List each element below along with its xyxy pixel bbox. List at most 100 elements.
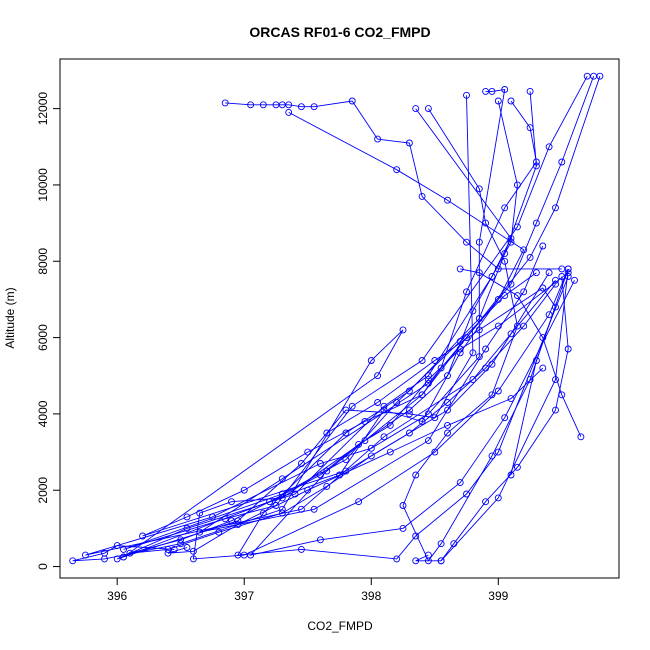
data-point	[482, 364, 490, 372]
data-point	[164, 545, 172, 553]
data-point	[424, 105, 432, 113]
series-line	[123, 75, 588, 550]
y-tick-label: 4000	[36, 400, 50, 427]
series-layer	[69, 72, 604, 565]
data-point	[386, 448, 394, 456]
series-line	[326, 287, 556, 476]
series-line	[192, 100, 569, 560]
data-point	[304, 486, 312, 494]
data-point	[316, 460, 324, 467]
series-line	[167, 367, 544, 554]
data-point	[456, 479, 464, 487]
data-point	[323, 429, 331, 437]
data-point	[475, 326, 483, 334]
data-point	[501, 204, 509, 212]
x-tick-label: 397	[234, 589, 254, 603]
data-point	[564, 269, 572, 277]
data-point	[278, 475, 286, 483]
data-point	[596, 72, 604, 80]
data-point	[304, 448, 312, 456]
data-point	[507, 471, 515, 479]
chart-title: ORCAS RF01-6 CO2_FMPD	[249, 24, 430, 40]
data-point	[564, 345, 572, 353]
x-tick-label: 398	[361, 589, 381, 603]
data-point	[272, 502, 280, 509]
data-point	[310, 103, 318, 111]
data-point	[113, 555, 121, 563]
data-point	[316, 536, 324, 544]
data-point	[412, 532, 420, 540]
series-8	[234, 87, 572, 563]
series-15	[412, 273, 572, 565]
data-point	[501, 86, 509, 93]
data-point	[399, 524, 407, 532]
data-point	[482, 498, 490, 506]
data-point	[488, 273, 496, 280]
data-point	[405, 410, 413, 418]
data-point	[418, 357, 426, 364]
series-16	[164, 364, 547, 557]
data-point	[189, 555, 197, 563]
x-axis: 396 397 398 399	[107, 577, 509, 603]
data-point	[183, 544, 191, 551]
y-tick-label: 2000	[36, 477, 50, 504]
data-point	[196, 528, 204, 536]
data-point	[418, 418, 426, 425]
series-line	[225, 100, 562, 270]
y-axis-label: Altitude (m)	[3, 287, 17, 348]
data-point	[361, 418, 369, 425]
data-point	[520, 322, 528, 330]
data-point	[494, 448, 502, 456]
y-tick-label: 0	[36, 563, 50, 570]
data-point	[513, 292, 521, 300]
data-point	[81, 551, 89, 559]
data-point	[405, 387, 413, 395]
series-line	[249, 100, 575, 556]
data-point	[463, 288, 470, 296]
data-point	[278, 505, 286, 513]
data-point	[444, 406, 451, 414]
y-axis: 0 2000 4000 6000 8000 10000 12000	[36, 92, 61, 570]
data-point	[501, 292, 509, 300]
data-point	[215, 528, 223, 536]
data-point	[297, 545, 305, 553]
data-point	[539, 334, 547, 342]
data-point	[552, 204, 559, 212]
data-point	[507, 330, 515, 338]
data-point	[532, 219, 540, 227]
data-point	[507, 238, 515, 246]
data-point	[412, 105, 420, 113]
data-point	[291, 490, 299, 498]
data-point	[120, 545, 127, 553]
data-point	[469, 307, 477, 315]
data-point	[342, 456, 350, 464]
data-point	[234, 521, 242, 529]
data-point	[424, 551, 432, 559]
data-point	[463, 490, 470, 498]
data-point	[552, 280, 559, 288]
data-point	[367, 444, 375, 452]
data-point	[189, 547, 197, 555]
data-point	[507, 395, 515, 403]
data-point	[507, 97, 515, 105]
data-point	[475, 238, 483, 246]
data-point	[431, 414, 439, 422]
data-point	[221, 99, 229, 107]
data-point	[247, 101, 255, 109]
data-point	[374, 399, 382, 406]
data-point	[520, 288, 528, 296]
data-point	[552, 406, 559, 414]
series-9	[196, 72, 598, 536]
data-point	[101, 555, 108, 563]
data-point	[418, 391, 426, 399]
data-point	[488, 87, 496, 95]
data-point	[545, 311, 553, 319]
data-point	[221, 515, 229, 523]
x-axis-label: CO2_FMPD	[307, 619, 373, 633]
series-6	[189, 97, 572, 563]
data-point	[228, 517, 235, 525]
series-7	[247, 97, 578, 559]
data-point	[488, 391, 496, 399]
data-point	[405, 429, 413, 437]
